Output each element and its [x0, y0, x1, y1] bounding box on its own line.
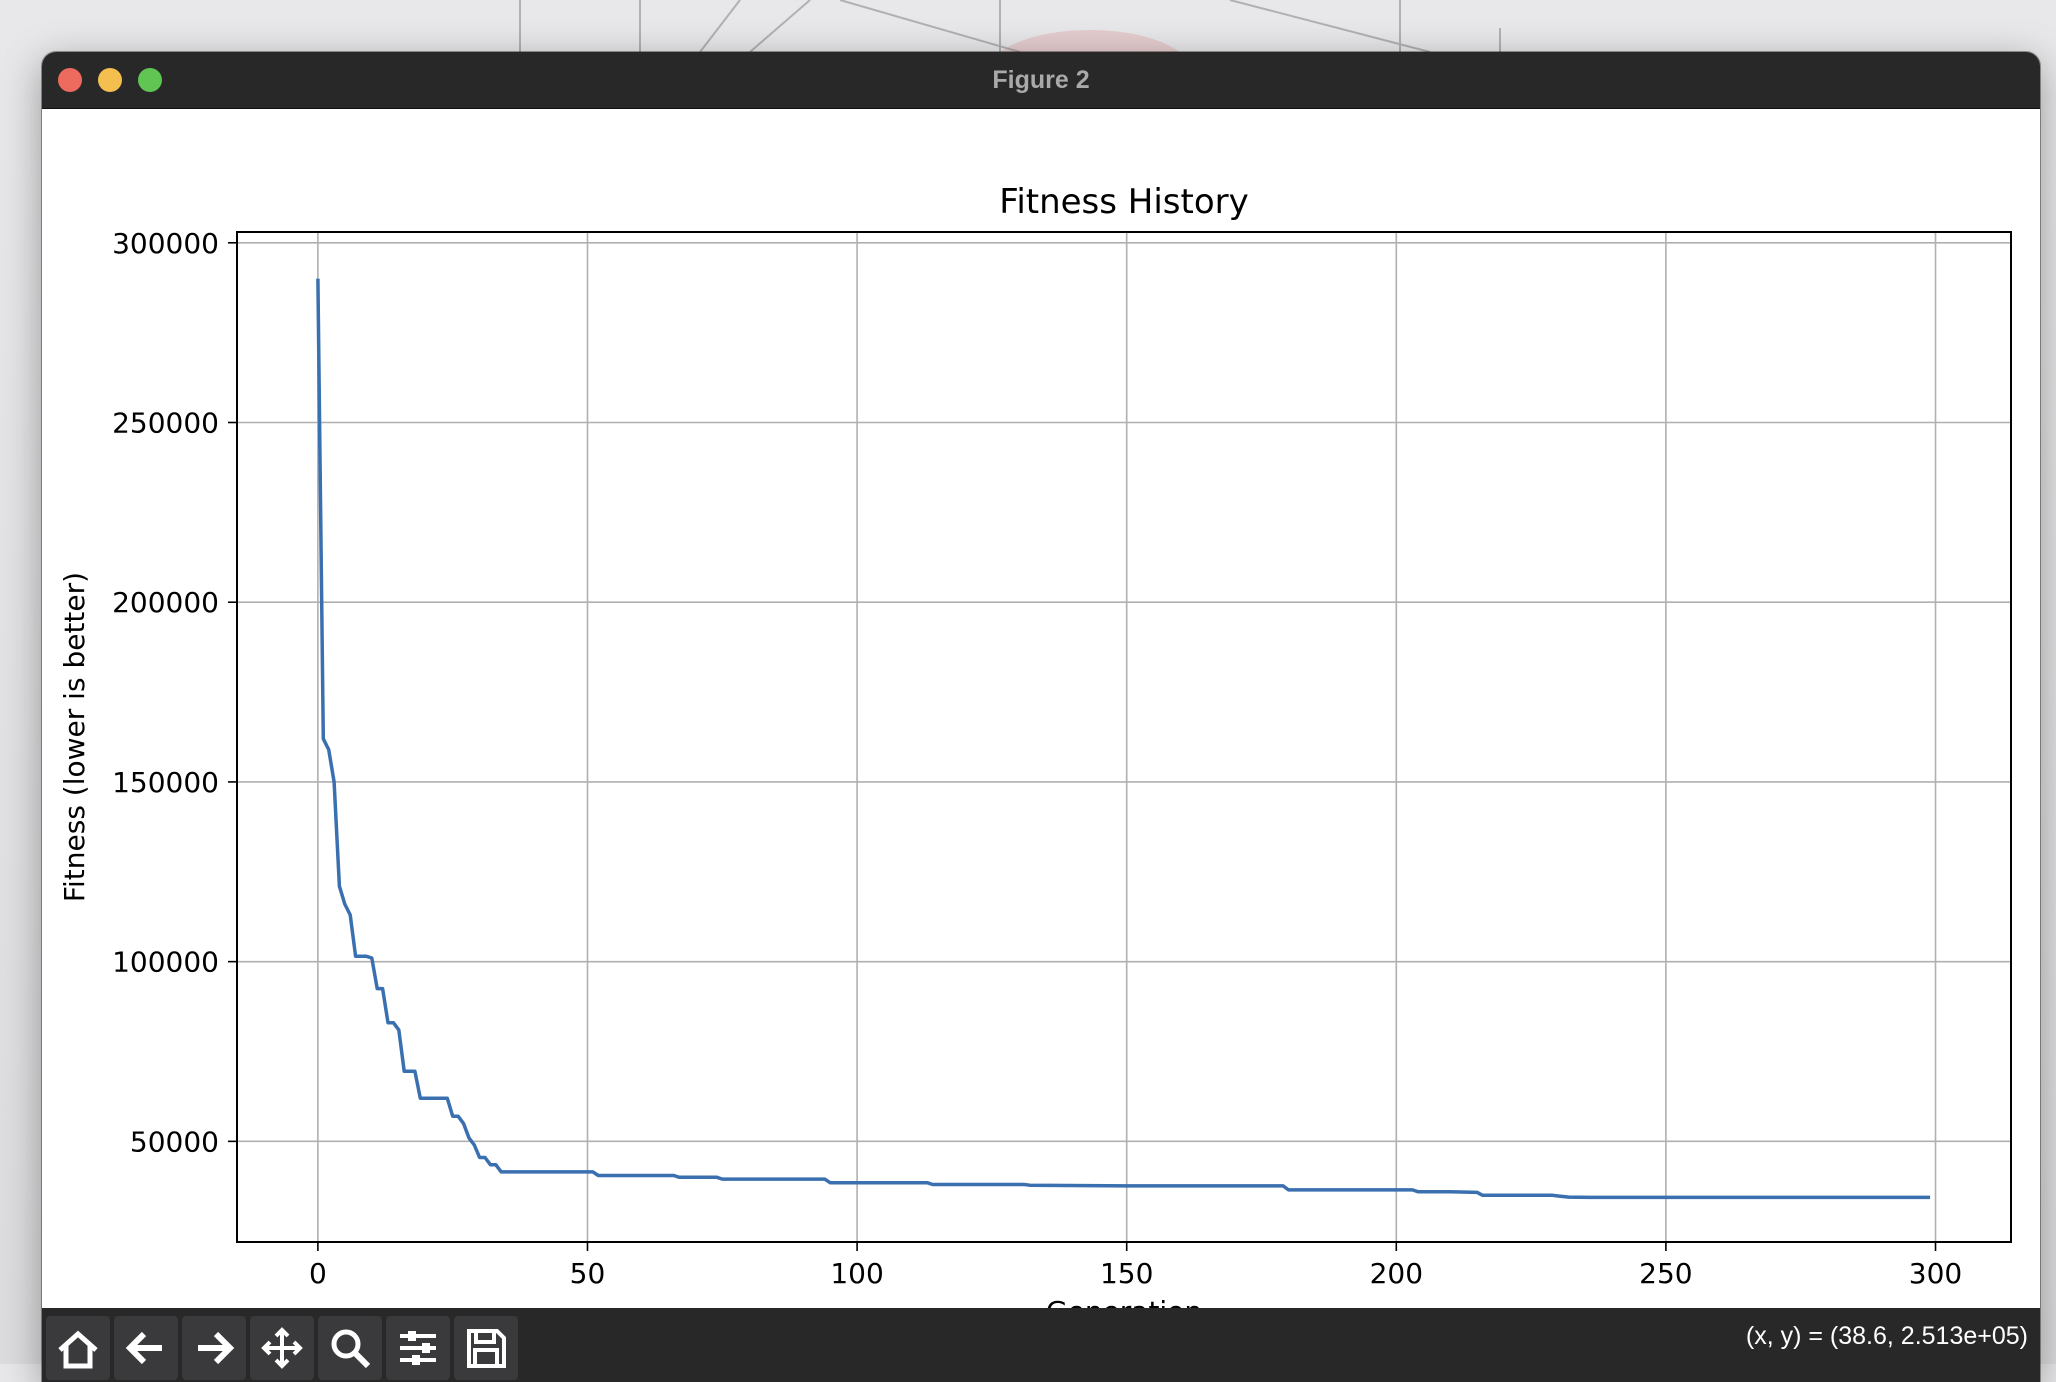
save-icon: [467, 1329, 506, 1368]
navigation-toolbar: (x, y) = (38.6, 2.513e+05): [42, 1308, 2040, 1382]
x-tick-label: 300: [1909, 1257, 1962, 1290]
pan-button[interactable]: [250, 1316, 314, 1380]
home-icon: [58, 1330, 98, 1369]
y-tick-label: 100000: [112, 946, 219, 979]
minimize-window-button[interactable]: [98, 68, 122, 92]
y-axis-label: Fitness (lower is better): [58, 572, 91, 902]
plot-frame: [236, 231, 2012, 1243]
back-button[interactable]: [114, 1316, 178, 1380]
y-axis-ticks: 50000 100000 150000 200000 250000 300000: [112, 227, 237, 1158]
y-tick-label: 50000: [130, 1125, 219, 1158]
back-arrow-icon: [125, 1331, 162, 1365]
home-button[interactable]: [46, 1316, 110, 1380]
maximize-window-button[interactable]: [138, 68, 162, 92]
chart-title: Fitness History: [999, 182, 1249, 222]
y-tick-label: 200000: [112, 586, 219, 619]
fitness-series-line: [316, 278, 1931, 1200]
x-tick-label: 150: [1100, 1257, 1153, 1290]
x-tick-label: 100: [830, 1257, 883, 1290]
zoom-icon: [331, 1329, 371, 1369]
y-tick-label: 300000: [112, 227, 219, 260]
configure-subplots-button[interactable]: [386, 1316, 450, 1380]
x-tick-label: 250: [1639, 1257, 1692, 1290]
x-tick-label: 0: [309, 1257, 327, 1290]
forward-arrow-icon: [198, 1331, 235, 1365]
title-bar[interactable]: Figure 2: [42, 52, 2040, 109]
close-window-button[interactable]: [58, 68, 82, 92]
x-tick-label: 50: [570, 1257, 606, 1290]
y-tick-label: 250000: [112, 406, 219, 439]
forward-button[interactable]: [182, 1316, 246, 1380]
configure-subplots-icon: [400, 1331, 436, 1365]
x-tick-label: 200: [1370, 1257, 1423, 1290]
cursor-coordinates-readout: (x, y) = (38.6, 2.513e+05): [1745, 1322, 2028, 1350]
figure-window: Figure 2 Fitness History 0 50 100 150 200 250…: [42, 52, 2040, 1382]
window-title: Figure 2: [992, 66, 1090, 94]
zoom-button[interactable]: [318, 1316, 382, 1380]
pan-icon: [261, 1327, 303, 1369]
plot-grid: [237, 232, 2011, 1242]
save-button[interactable]: [454, 1316, 518, 1380]
x-axis-ticks: 0 50 100 150 200 250 300: [309, 1242, 1962, 1290]
figure-canvas[interactable]: Fitness History 0 50 100 150 200 250 300 50000…: [42, 109, 2040, 1359]
y-tick-label: 150000: [112, 766, 219, 799]
